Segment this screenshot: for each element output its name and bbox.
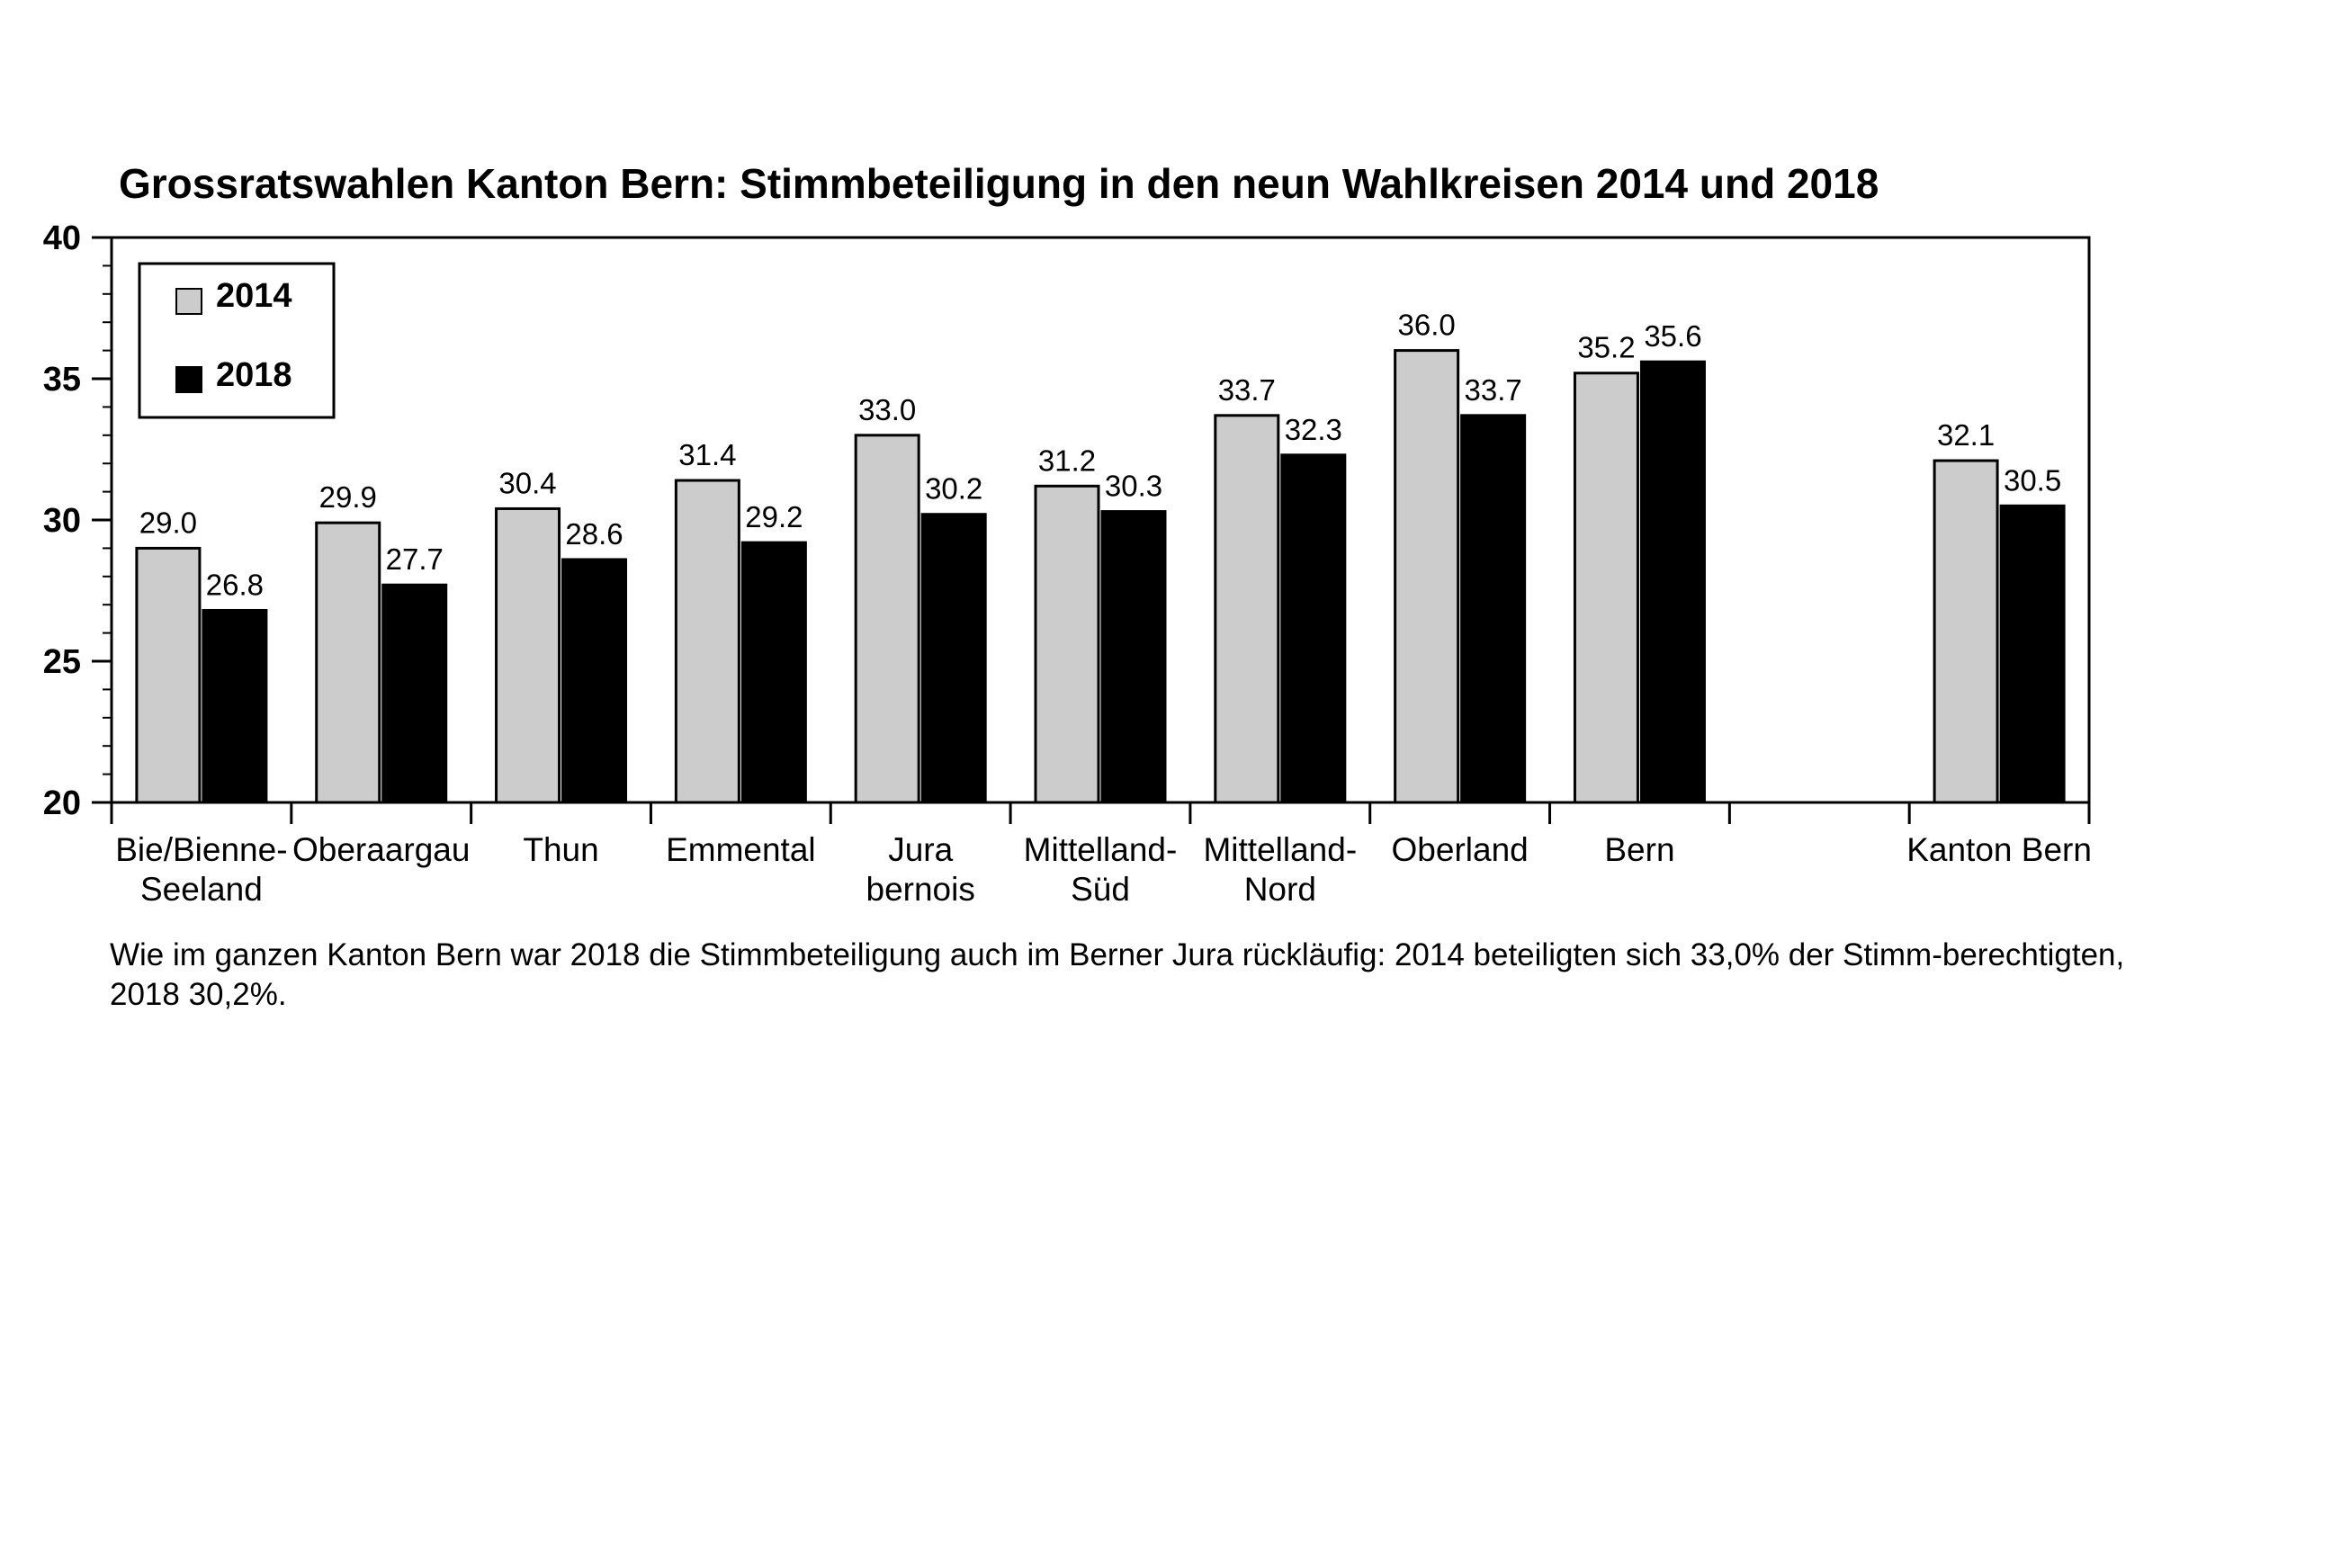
value-label-2014: 29.0 [139, 506, 197, 539]
x-category-label: Jura [888, 831, 953, 868]
value-label-2014: 30.4 [498, 466, 556, 499]
value-label-2014: 33.0 [858, 393, 916, 426]
bar-2014 [854, 434, 920, 804]
x-category-label: Emmental [666, 831, 816, 868]
x-category-label: Mittelland- [1024, 831, 1178, 868]
x-category-label: Mittelland- [1203, 831, 1357, 868]
value-label-2018: 26.8 [206, 568, 264, 601]
x-category-label: Kanton Bern [1906, 831, 2092, 868]
y-tick-label: 40 [43, 220, 81, 257]
value-label-2018: 33.7 [1465, 373, 1522, 407]
x-category-label: Bern [1604, 831, 1674, 868]
value-label-2018: 30.3 [1105, 470, 1162, 503]
value-label-2014: 31.4 [678, 438, 736, 471]
legend-box [138, 262, 336, 419]
x-category-label: bernois [866, 871, 975, 908]
value-label-2018: 30.2 [925, 472, 982, 506]
bar-2014 [1394, 349, 1460, 804]
x-category-label: Süd [1071, 871, 1130, 908]
chart-caption: Wie im ganzen Kanton Bern war 2018 die S… [110, 937, 2125, 1012]
x-category-label: Oberaargau [292, 831, 470, 868]
bar-2018 [1100, 510, 1167, 804]
legend-swatch-2014 [175, 288, 202, 315]
bar-2018 [740, 541, 807, 804]
y-tick-label: 35 [43, 361, 81, 399]
chart-title: Grossratswahlen Kanton Bern: Stimmbeteil… [119, 160, 1879, 207]
value-label-2018: 28.6 [565, 517, 623, 551]
bar-2018 [381, 583, 448, 804]
bar-2018 [1639, 360, 1706, 804]
legend-label-2018: 2018 [216, 356, 292, 394]
bars [135, 349, 2066, 804]
bar-2018 [920, 513, 987, 804]
bar-2014 [315, 521, 381, 804]
bar-2018 [561, 558, 628, 804]
bar-2014 [135, 546, 202, 804]
legend-label-2014: 2014 [216, 277, 292, 315]
x-axis: Bie/Bienne-Seeland Oberaargau Thun Emmental… [110, 802, 2092, 908]
y-tick-label: 25 [43, 643, 81, 681]
value-label-2014: 36.0 [1398, 309, 1456, 342]
y-axis: 20 25 30 35 40 [43, 220, 2091, 822]
x-category-label: Thun [523, 831, 598, 868]
value-label-2014: 35.2 [1577, 331, 1635, 364]
value-label-2014: 32.1 [1937, 418, 1995, 452]
bar-2018 [202, 608, 268, 804]
legend-swatch-2018 [175, 366, 202, 393]
x-category-label: Seeland [140, 871, 263, 908]
bar-2014 [1214, 414, 1280, 804]
bar-2018 [1999, 504, 2066, 804]
bar-2014 [1573, 372, 1639, 804]
value-label-2018: 35.6 [1644, 319, 1701, 353]
y-tick-label: 20 [43, 784, 81, 822]
bar-2014 [495, 506, 561, 804]
bar-2014 [674, 479, 740, 804]
bar-2018 [1280, 453, 1347, 804]
value-label-2018: 29.2 [745, 500, 803, 533]
x-category-label: Nord [1244, 871, 1316, 908]
x-category-label: Bie/Bienne- [115, 831, 287, 868]
value-label-2014: 29.9 [319, 480, 377, 514]
value-label-2018: 30.5 [2004, 463, 2061, 497]
value-label-2018: 32.3 [1285, 413, 1342, 446]
value-label-2018: 27.7 [386, 542, 444, 576]
legend: 2014 2018 [138, 262, 336, 419]
value-labels: 29.0 29.9 30.4 31.4 33.0 31.2 33.7 36.0 35.2 32.1… [139, 309, 2061, 602]
value-label-2014: 33.7 [1218, 373, 1276, 407]
x-category-label: Oberland [1392, 831, 1529, 868]
value-label-2014: 31.2 [1038, 444, 1096, 477]
bar-2018 [1460, 414, 1527, 804]
y-tick-label: 30 [43, 502, 81, 540]
bar-2014 [1034, 484, 1100, 804]
bar-2014 [1933, 459, 1999, 804]
